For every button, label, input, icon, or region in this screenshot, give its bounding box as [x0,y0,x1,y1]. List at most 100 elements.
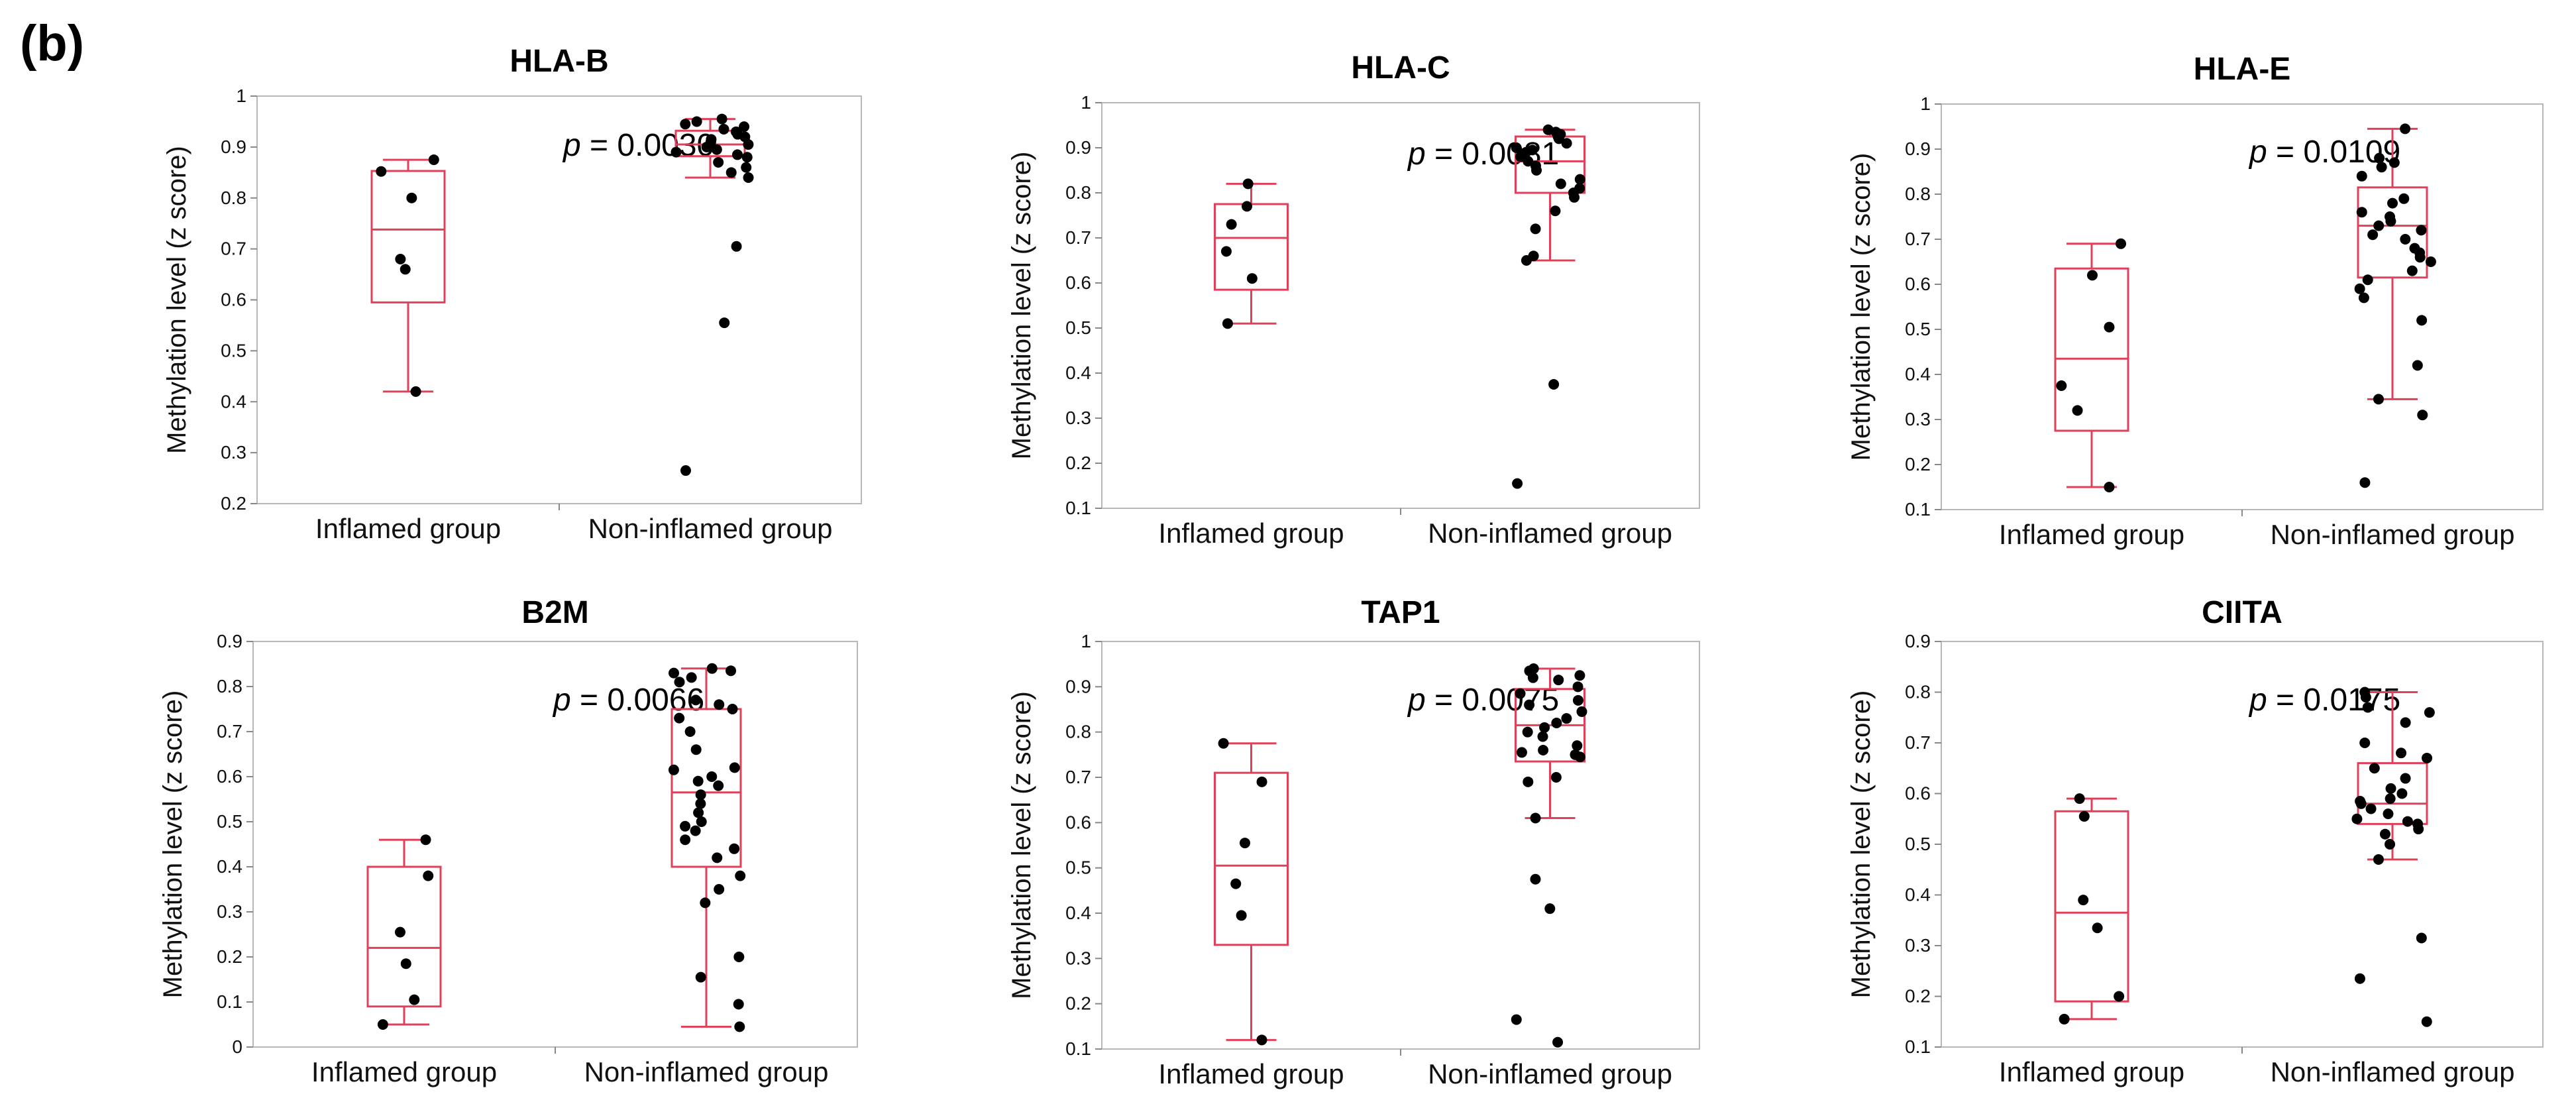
x-category-label: Inflamed group [1158,518,1344,549]
y-tick-label: 0.9 [221,137,246,157]
data-point [1548,379,1560,390]
data-point [2078,810,2090,822]
y-tick-label: 0.6 [1905,783,1931,804]
y-tick-label: 1 [236,85,246,106]
data-point [2078,895,2089,906]
chart-tap1: TAP1 0.1 0.2 0.3 0.4 0.5 0.6 0.7 0.8 0.9 1 Methylat… [1007,595,1700,1089]
data-point [731,241,742,252]
data-point [376,166,387,177]
iqr-box [370,170,446,304]
data-point [2365,803,2377,814]
data-point [1527,672,1538,683]
y-tick-label: 0.2 [217,946,242,967]
data-point [1530,223,1541,235]
data-point [2406,265,2418,276]
data-point [2396,788,2408,799]
y-tick-label: 0.7 [217,721,242,742]
data-point [2362,702,2373,713]
data-point [1521,255,1532,266]
data-point [2072,405,2083,416]
data-point [695,971,706,983]
y-tick-label: 0.9 [1065,676,1091,696]
data-point [1256,776,1267,787]
y-tick-label: 0.2 [1905,454,1931,474]
y-tick-label: 0.7 [1905,732,1931,753]
y-tick-label: 0.7 [221,239,246,259]
y-tick-label: 0.5 [1065,858,1091,878]
y-tick-label: 0.8 [1905,184,1931,204]
data-point [674,712,685,724]
data-point [741,162,752,173]
y-tick-label: 0.9 [1065,137,1091,158]
data-point [1511,142,1522,153]
data-point [739,121,750,133]
data-point [1218,738,1229,749]
data-point [2416,932,2427,944]
y-tick-label: 0.8 [1905,682,1931,702]
y-tick-label: 0.5 [221,340,246,360]
data-point [680,834,691,846]
chart-b2m: B2M 0 0.1 0.2 0.3 0.4 0.5 0.6 0.7 0.8 0.9 Methylati… [158,595,858,1087]
x-category-label: Non-inflamed group [1428,518,1672,549]
box-inflamed [2054,793,2129,1025]
data-point [1516,747,1527,758]
chart-title: HLA-C [1351,50,1450,85]
data-point [668,764,679,775]
data-point [2417,410,2428,421]
data-point [409,994,420,1005]
data-point [1239,838,1250,849]
y-tick-label: 0.5 [1905,834,1931,854]
data-point [669,667,680,679]
y-tick-label: 0.4 [221,391,246,412]
data-point [671,146,682,158]
data-point [1550,205,1561,217]
data-point [2425,256,2436,267]
data-point [2356,207,2367,218]
data-point [690,694,702,706]
data-point [695,798,706,809]
plot-frame [1101,641,1700,1050]
data-point [2416,315,2428,326]
data-point [423,870,434,881]
iqr-box [2054,810,2129,1003]
data-point [729,843,740,854]
box-inflamed [1214,178,1289,329]
plot-frame [1941,103,2544,510]
data-point [743,139,754,150]
data-point [1569,192,1580,203]
data-point [1539,722,1550,733]
p-symbol: p [2248,135,2267,170]
data-point [2402,816,2413,827]
data-point [713,156,724,168]
data-point [706,663,718,674]
data-point [1553,675,1564,686]
data-point [377,1019,388,1030]
data-point [2385,215,2396,227]
box-inflamed [370,154,446,397]
y-tick-label: 0.1 [1905,1036,1931,1057]
chart-ciita: CIITA 0.1 0.2 0.3 0.4 0.5 0.6 0.7 0.8 0.9 Methylat… [1847,595,2544,1087]
y-axis-label: Methylation level (z score) [1007,152,1036,460]
y-tick-label: 0.6 [1065,812,1091,832]
data-point [1226,219,1237,230]
data-point [2116,238,2127,249]
data-point [2374,152,2385,164]
data-point [400,958,411,969]
data-point [741,152,753,163]
data-point [2059,1013,2070,1025]
y-axis-label: Methylation level (z score) [1847,691,1876,999]
data-point [692,775,704,787]
data-point [714,699,725,710]
data-point [2356,170,2367,182]
data-point [1530,812,1541,824]
data-point [1574,174,1585,185]
iqr-box [671,708,742,868]
data-point [690,825,701,836]
data-point [2355,798,2367,809]
plot-frame [1101,102,1700,509]
box-non-inflamed [1511,663,1587,1048]
data-point [733,999,744,1010]
chart-title: TAP1 [1361,595,1440,630]
y-tick-label: 0.6 [1905,274,1931,294]
data-point [716,113,727,125]
